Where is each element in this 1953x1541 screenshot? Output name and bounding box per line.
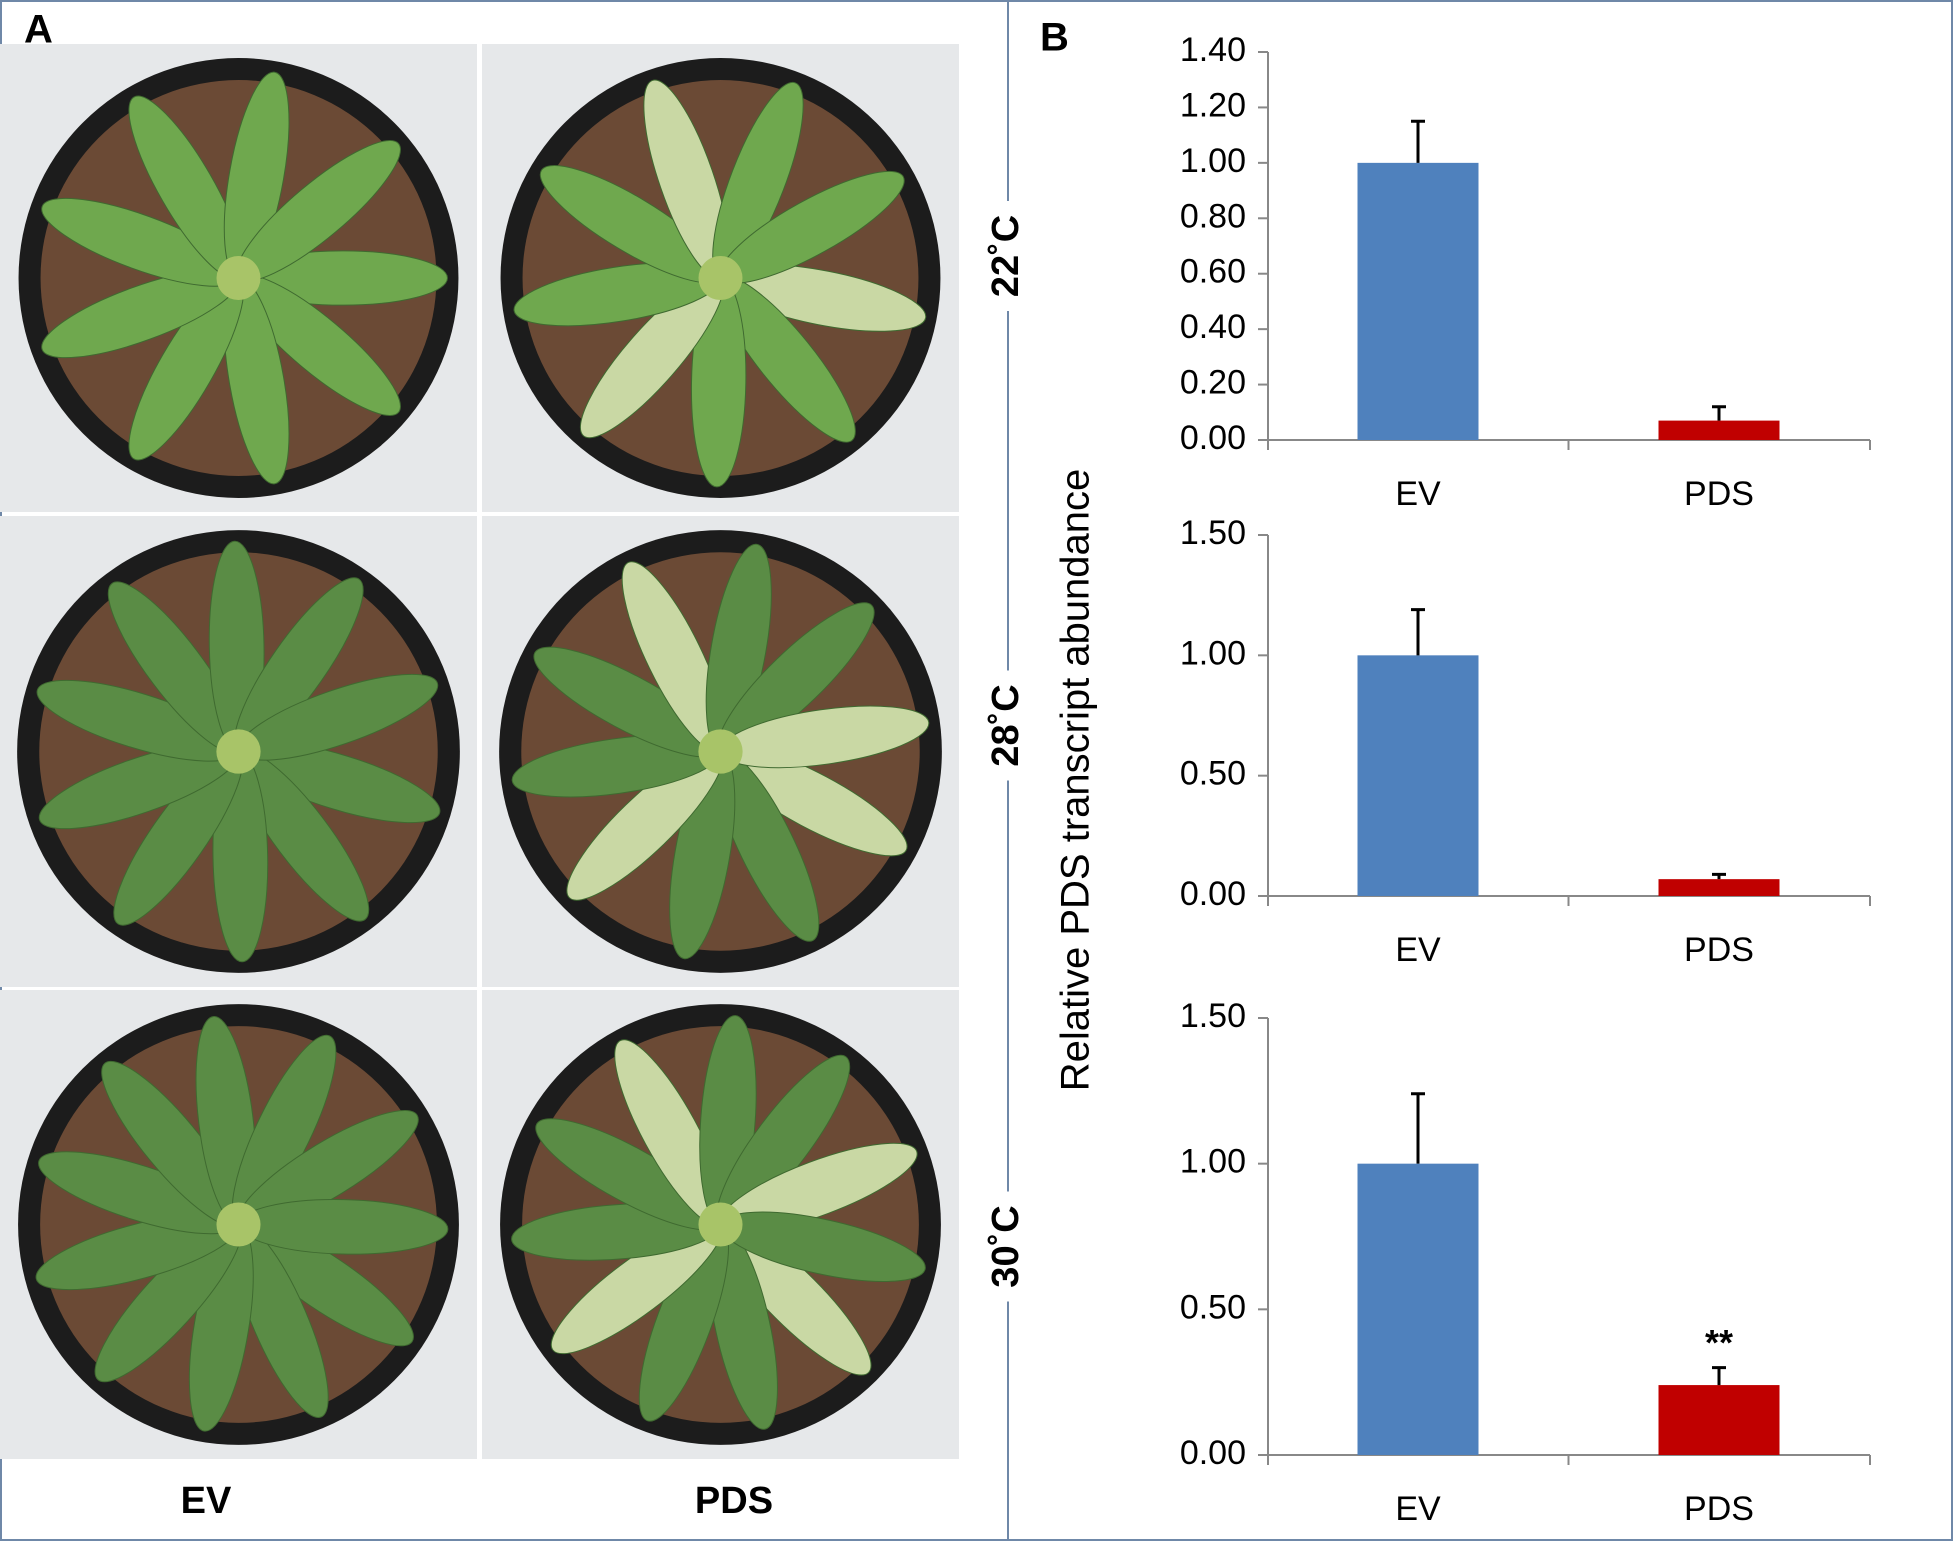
y-tick-label: 0.60: [1180, 253, 1246, 291]
y-tick-label: 0.00: [1180, 875, 1246, 913]
y-tick-label: 0.00: [1180, 419, 1246, 457]
bar: [1658, 879, 1780, 896]
chart-title: 28˚C: [985, 684, 1027, 766]
x-tick-label: PDS: [1684, 1490, 1754, 1528]
title-bg: [988, 201, 1028, 311]
error-bar: [1411, 608, 1425, 656]
annotation: **: [1705, 1322, 1733, 1363]
chart-title: 30˚C: [985, 1205, 1027, 1287]
rosette-center: [698, 729, 743, 774]
y-tick-label: 1.00: [1180, 1143, 1246, 1181]
y-tick-label: 1.50: [1180, 997, 1246, 1035]
x-tick-label: PDS: [1684, 931, 1754, 969]
bar: [1357, 655, 1479, 896]
x-tick-label: EV: [1395, 931, 1441, 969]
x-tick-label: EV: [1395, 475, 1441, 513]
y-tick-label: 0.50: [1180, 755, 1246, 793]
x-tick-label: EV: [1395, 1490, 1441, 1528]
photo-grid: [0, 44, 959, 1459]
y-axis-label: Relative PDS transcript abundance: [1054, 469, 1098, 1092]
y-tick-label: 0.50: [1180, 1288, 1246, 1326]
y-tick-label: 0.00: [1180, 1434, 1246, 1472]
title-bg: [988, 1191, 1028, 1302]
y-tick-label: 1.50: [1180, 514, 1246, 552]
y-tick-label: 1.00: [1180, 142, 1246, 180]
bar: [1357, 1163, 1479, 1455]
title-bg: [988, 670, 1028, 781]
panel-label: B: [1040, 16, 1069, 60]
error-bar: [1411, 1092, 1425, 1164]
error-bar: [1411, 119, 1425, 163]
photo-column-label: EV: [181, 1480, 232, 1522]
photo-column-label: PDS: [695, 1480, 773, 1522]
y-tick-label: 1.20: [1180, 86, 1246, 124]
y-tick-label: 1.40: [1180, 31, 1246, 69]
rosette-center: [216, 729, 261, 774]
y-tick-label: 1.00: [1180, 634, 1246, 672]
rosette-center: [216, 1202, 261, 1247]
x-tick-label: PDS: [1684, 475, 1754, 513]
chart-title: 22˚C: [985, 215, 1027, 297]
bar: [1357, 162, 1479, 440]
error-bar: [1712, 405, 1726, 421]
panel-label: A: [24, 8, 53, 52]
y-tick-label: 0.40: [1180, 308, 1246, 346]
error-bar: [1712, 1366, 1726, 1386]
bar: [1658, 420, 1780, 440]
y-tick-label: 0.20: [1180, 364, 1246, 402]
rosette-center: [216, 256, 261, 300]
rosette-center: [698, 256, 743, 300]
y-tick-label: 0.80: [1180, 197, 1246, 235]
bar: [1658, 1385, 1780, 1455]
error-bar: [1712, 872, 1726, 880]
rosette-center: [698, 1202, 743, 1247]
